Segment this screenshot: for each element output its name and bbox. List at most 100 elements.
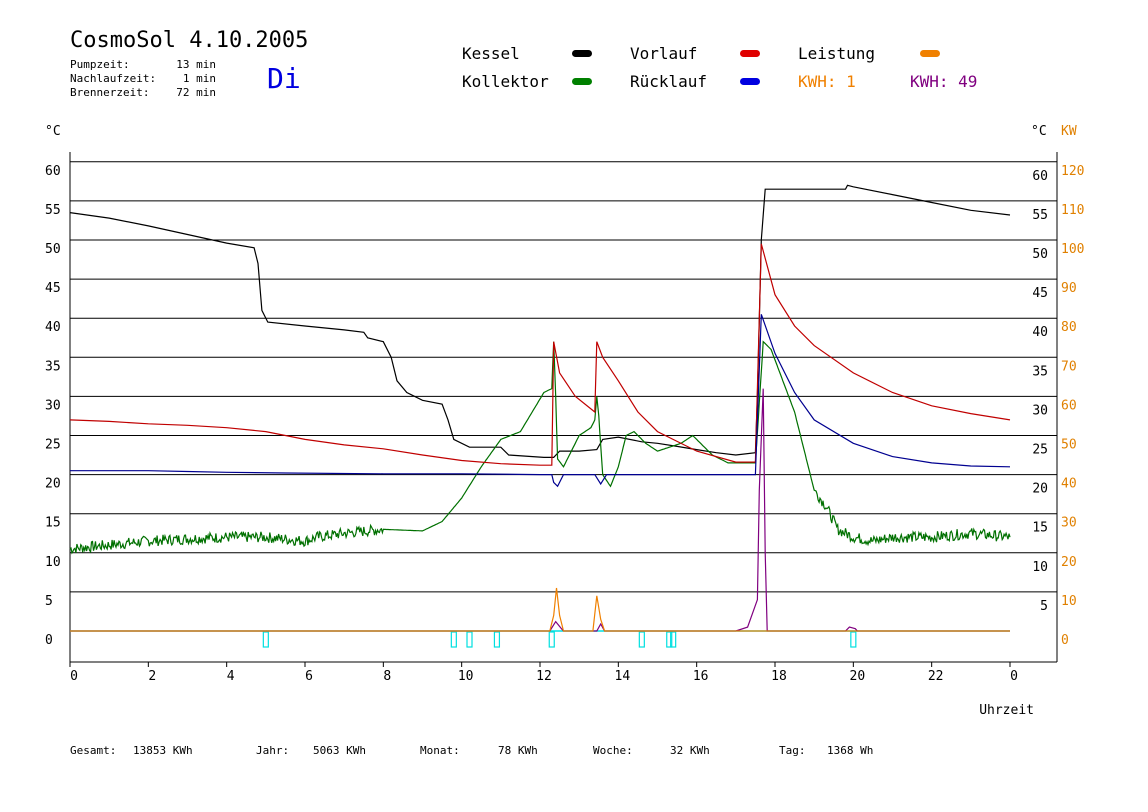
y-kw-tick-label: 120 [1061,164,1084,179]
y-kw-unit-label: KW [1061,124,1077,139]
legend-vorlauf-swatch [740,50,760,57]
cyan-marker [466,631,473,648]
y-kw-tick-label: 100 [1061,242,1084,257]
x-tick-label: 4 [227,669,235,684]
y-left-tick-label: 5 [45,594,53,609]
y-left-unit-label: °C [45,124,61,139]
x-tick-label: 20 [850,669,866,684]
x-tick-label: 0 [1010,669,1018,684]
y-kw-tick-label: 90 [1061,281,1077,296]
footer-tag-value: 1368 Wh [827,744,874,757]
y-left-tick-label: 10 [45,555,61,570]
y-left-tick-label: 15 [45,516,61,531]
brennerzeit-label: Brennerzeit: [70,86,150,99]
y-left-tick-label: 60 [45,164,61,179]
cyan-marker [450,631,457,648]
y-right-tick-label: 10 [1032,560,1048,575]
series-line-kessel [69,184,1011,458]
legend-leistung-label: Leistung [798,44,876,63]
legend-ruecklauf-swatch [740,78,760,85]
footer-jahr-value: 5063 KWh [313,744,366,757]
cyan-marker [262,631,269,648]
y-kw-tick-label: 60 [1061,398,1077,413]
series-line-kollektor [69,340,1011,555]
y-right-unit-label: °C [1031,124,1047,139]
y-kw-tick-label: 70 [1061,359,1077,374]
y-kw-tick-label: 110 [1061,203,1084,218]
y-right-tick-label: 35 [1032,364,1048,379]
cyan-marker [850,631,857,648]
footer-monat-label: Monat: [420,744,460,757]
series-line-purple [70,388,1010,632]
chart-title: CosmoSol 4.10.2005 [70,28,309,53]
y-right-tick-label: 40 [1032,325,1048,340]
series-line-vorlauf [69,243,1011,466]
footer-jahr-label: Jahr: [256,744,290,757]
x-tick-label: 18 [771,669,787,684]
x-tick-label: 16 [693,669,709,684]
x-axis-label: Uhrzeit [979,703,1034,718]
y-right-tick-label: 30 [1032,403,1048,418]
legend-kollektor-swatch [572,78,592,85]
y-left-tick-label: 35 [45,359,61,374]
y-right-tick-label: 25 [1032,443,1048,458]
y-left-tick-label: 25 [45,438,61,453]
footer-gesamt-value: 13853 KWh [133,744,193,757]
legend-leistung-swatch [920,50,940,57]
cyan-marker [638,631,645,648]
cyan-marker [666,631,673,648]
y-right-tick-label: 55 [1032,208,1048,223]
y-left-tick-label: 30 [45,398,61,413]
legend-kollektor-label: Kollektor [462,72,549,91]
footer-tag-label: Tag: [779,744,806,757]
footer-gesamt-label: Gesamt: [70,744,117,757]
y-kw-tick-label: 10 [1061,594,1077,609]
y-right-tick-label: 15 [1032,521,1048,536]
y-right-tick-label: 45 [1032,286,1048,301]
kwh-purple-label: KWH: 49 [910,72,978,91]
legend-vorlauf-label: Vorlauf [630,44,698,63]
x-tick-label: 14 [615,669,631,684]
y-left-tick-label: 0 [45,633,53,648]
footer-monat-value: 78 KWh [498,744,538,757]
y-right-tick-label: 50 [1032,247,1048,262]
y-left-tick-label: 50 [45,242,61,257]
legend-kessel-label: Kessel [462,44,520,63]
y-kw-tick-label: 50 [1061,438,1077,453]
x-tick-label: 12 [536,669,552,684]
x-tick-label: 22 [928,669,944,684]
y-right-tick-label: 20 [1032,482,1048,497]
pumpzeit-value: 13 min [176,58,216,71]
kwh-orange-label: KWH: 1 [798,72,856,91]
x-tick-label: 0 [70,669,78,684]
brennerzeit-value: 72 min [176,86,216,99]
y-left-tick-label: 40 [45,320,61,335]
x-tick-label: 6 [305,669,313,684]
y-kw-tick-label: 20 [1061,555,1077,570]
x-tick-label: 2 [148,669,156,684]
day-label: Di [267,62,301,95]
footer-woche-value: 32 KWh [670,744,710,757]
cyan-marker [548,631,555,648]
legend-kessel-swatch [572,50,592,57]
nachlaufzeit-value: 1 min [182,72,216,85]
y-kw-tick-label: 40 [1061,477,1077,492]
x-tick-label: 8 [383,669,391,684]
series-line-ruecklauf [70,314,1011,488]
y-left-tick-label: 45 [45,281,61,296]
y-left-tick-label: 20 [45,477,61,492]
series-line-leistung [70,587,1010,632]
y-right-tick-label: 60 [1032,169,1048,184]
nachlaufzeit-label: Nachlaufzeit: [70,72,157,85]
y-kw-tick-label: 80 [1061,320,1077,335]
legend-ruecklauf-label: Rücklauf [630,72,708,91]
footer-woche-label: Woche: [593,744,633,757]
y-left-tick-label: 55 [45,203,61,218]
y-kw-tick-label: 0 [1061,633,1069,648]
x-tick-label: 10 [458,669,474,684]
y-kw-tick-label: 30 [1061,516,1077,531]
pumpzeit-label: Pumpzeit: [70,58,130,71]
cyan-marker [493,631,501,648]
y-right-tick-label: 5 [1040,599,1048,614]
